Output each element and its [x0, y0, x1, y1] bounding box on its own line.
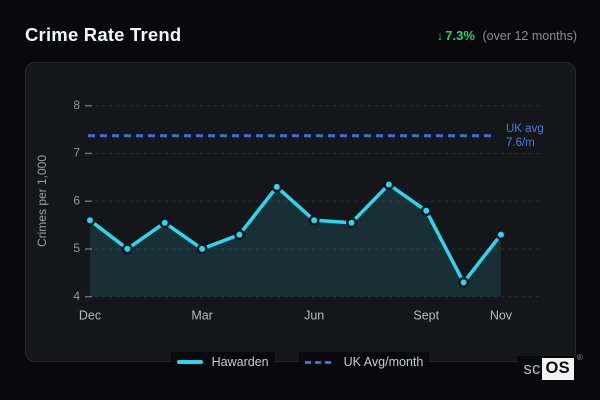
data-point[interactable] — [234, 229, 245, 241]
data-point[interactable] — [458, 276, 469, 288]
legend-label: Hawarden — [211, 355, 269, 369]
delta-caption: (over 12 months) — [482, 29, 577, 43]
delta-indicator: ↓ 7.3% (over 12 months) — [437, 28, 577, 43]
chart-legend: Hawarden UK Avg/month — [0, 352, 600, 372]
data-point[interactable] — [383, 179, 395, 190]
data-point[interactable] — [84, 214, 96, 226]
x-tick-label: Jun — [304, 308, 324, 322]
y-tick-label: 5 — [73, 241, 80, 255]
data-point[interactable] — [121, 243, 133, 255]
registered-mark: ® — [576, 353, 583, 362]
solid-line-swatch-icon — [176, 360, 203, 364]
data-point[interactable] — [159, 217, 171, 229]
data-point[interactable] — [308, 214, 320, 226]
data-point[interactable] — [420, 205, 432, 217]
logo-prefix: sc — [523, 359, 541, 378]
y-tick-label: 6 — [73, 193, 80, 207]
y-tick-label: 7 — [73, 146, 80, 160]
area-fill — [90, 184, 501, 297]
y-tick-label: 8 — [73, 98, 80, 112]
data-point[interactable] — [271, 181, 283, 193]
y-axis-title: Crimes per 1,000 — [35, 155, 49, 247]
arrow-down-icon: ↓ — [436, 28, 444, 43]
x-tick-label: Nov — [490, 308, 513, 322]
data-point[interactable] — [495, 229, 507, 241]
uk-avg-value-label: 7.6/m — [506, 137, 535, 149]
x-tick-label: Dec — [79, 308, 101, 322]
uk-avg-label: UK avg — [506, 123, 544, 135]
data-point[interactable] — [196, 243, 208, 255]
x-tick-label: Mar — [191, 308, 213, 322]
scos-logo: sc OS ® — [517, 353, 583, 382]
delta-value: 7.3% — [445, 28, 475, 43]
page-title: Crime Rate Trend — [25, 24, 182, 45]
legend-item-hawarden[interactable]: Hawarden — [170, 352, 275, 372]
logo-box-text: OS — [545, 359, 570, 377]
y-tick-label: 4 — [73, 289, 80, 303]
series-line-hawarden — [88, 182, 503, 285]
logo-box: OS ® — [541, 353, 583, 380]
dashed-line-swatch-icon — [304, 360, 335, 364]
legend-item-uk-avg[interactable]: UK Avg/month — [298, 352, 430, 372]
data-point[interactable] — [346, 217, 357, 229]
legend-label: UK Avg/month — [343, 355, 424, 369]
x-tick-label: Sept — [413, 308, 439, 322]
chart-card — [25, 62, 576, 362]
